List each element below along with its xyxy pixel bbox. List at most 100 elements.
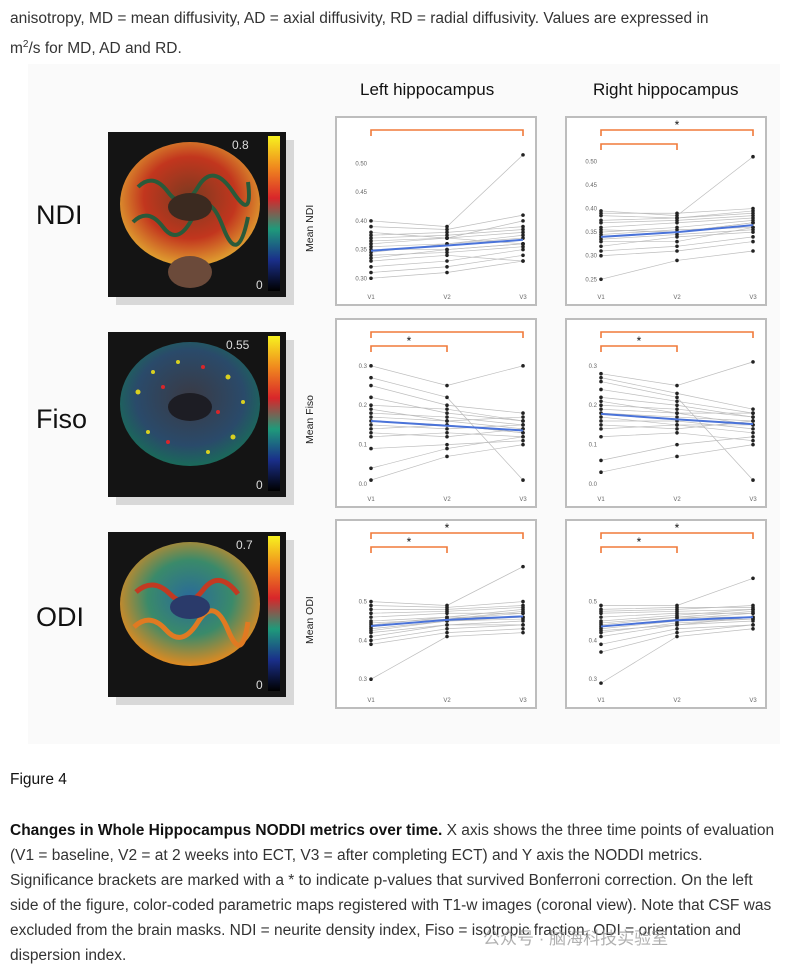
data-point xyxy=(369,434,373,439)
data-point xyxy=(369,253,373,258)
data-point xyxy=(751,407,755,411)
data-point xyxy=(751,605,755,610)
y-tick-label: 0.30 xyxy=(585,254,597,260)
data-point xyxy=(751,427,755,431)
x-tick-label: V2 xyxy=(443,295,451,301)
data-point xyxy=(521,213,525,217)
subject-line xyxy=(600,250,754,280)
x-tick-label: V3 xyxy=(519,295,527,301)
data-point xyxy=(369,276,373,281)
data-point xyxy=(751,239,755,244)
unit-prefix: m xyxy=(10,40,23,58)
column-title-right: Right hippocampus xyxy=(593,80,739,99)
significance-bracket xyxy=(600,532,754,539)
subject-line xyxy=(370,260,524,279)
data-point xyxy=(599,603,603,608)
data-point xyxy=(599,387,603,392)
data-point xyxy=(445,626,449,631)
data-point xyxy=(521,244,525,249)
data-point xyxy=(369,619,373,623)
data-point xyxy=(599,253,603,258)
data-point xyxy=(675,399,679,404)
data-point xyxy=(599,399,603,404)
y-tick-label: 0.5 xyxy=(589,600,598,606)
data-point xyxy=(445,603,449,608)
y-tick-label: 0.35 xyxy=(585,230,597,236)
data-point xyxy=(445,403,449,408)
data-point xyxy=(599,607,603,612)
data-point xyxy=(521,224,525,229)
data-point xyxy=(599,419,603,423)
x-tick-label: V1 xyxy=(367,497,375,503)
data-point xyxy=(369,423,373,427)
data-point xyxy=(521,603,525,608)
data-point xyxy=(751,626,755,631)
data-point xyxy=(445,615,449,619)
data-point xyxy=(369,634,373,639)
data-point xyxy=(369,256,373,260)
data-point xyxy=(521,564,525,569)
data-point xyxy=(751,206,755,211)
watermark: 公众号 · 脑海科技实验室 xyxy=(483,929,669,948)
data-point xyxy=(751,576,755,581)
data-point xyxy=(675,258,679,263)
data-point xyxy=(521,611,525,616)
chart-fiso-right: 0.0 0.1 0.2 0.3 V1 V2 V3 * xyxy=(565,318,767,508)
data-point xyxy=(521,364,525,368)
x-tick-label: V2 xyxy=(673,295,681,301)
caption-title: Changes in Whole Hippocampus NODDI metri… xyxy=(10,822,443,839)
data-point xyxy=(599,458,603,463)
y-tick-label: 0.3 xyxy=(589,364,598,370)
figure-caption: Changes in Whole Hippocampus NODDI metri… xyxy=(10,818,778,968)
data-point xyxy=(675,239,679,244)
data-point xyxy=(751,478,755,482)
x-tick-label: V3 xyxy=(519,698,527,704)
data-point xyxy=(521,227,525,232)
data-point xyxy=(599,209,603,213)
data-point xyxy=(521,233,525,238)
brain-map-ndi: 0.8 0 xyxy=(108,132,294,305)
data-point xyxy=(751,623,755,627)
x-tick-label: V3 xyxy=(749,497,757,503)
data-point xyxy=(369,233,373,238)
data-point xyxy=(445,623,449,627)
data-point xyxy=(521,442,525,447)
x-tick-label: V3 xyxy=(749,295,757,301)
data-point xyxy=(369,264,373,269)
data-point xyxy=(599,642,603,647)
data-point xyxy=(599,277,603,282)
trend-line xyxy=(370,419,524,432)
data-point xyxy=(675,603,679,608)
x-tick-label: V2 xyxy=(443,497,451,503)
data-point xyxy=(445,264,449,269)
data-point xyxy=(369,236,373,240)
row-label-ndi: NDI xyxy=(36,200,83,230)
data-point xyxy=(521,411,525,415)
data-point xyxy=(521,623,525,627)
data-point xyxy=(369,431,373,435)
significance-bracket xyxy=(600,546,678,553)
data-point xyxy=(675,249,679,253)
data-point xyxy=(445,395,449,400)
x-tick-label: V1 xyxy=(597,295,605,301)
data-point xyxy=(369,219,373,223)
subject-line xyxy=(600,156,754,217)
data-point xyxy=(445,634,449,639)
y-tick-label: 0.0 xyxy=(359,482,368,488)
data-point xyxy=(675,225,679,230)
significance-star: * xyxy=(675,521,680,535)
data-point xyxy=(445,442,449,447)
caption-body: X axis shows the three time points of ev… xyxy=(10,822,775,964)
subject-line xyxy=(600,361,754,386)
data-point xyxy=(369,415,373,419)
data-point xyxy=(599,681,603,685)
data-point xyxy=(675,634,679,639)
subject-line xyxy=(600,236,754,252)
y-tick-label: 0.2 xyxy=(359,403,368,409)
data-point xyxy=(599,423,603,427)
data-point xyxy=(369,411,373,415)
significance-bracket xyxy=(600,331,754,338)
data-point xyxy=(675,403,679,408)
y-tick-label: 0.5 xyxy=(359,600,368,606)
data-point xyxy=(599,249,603,253)
